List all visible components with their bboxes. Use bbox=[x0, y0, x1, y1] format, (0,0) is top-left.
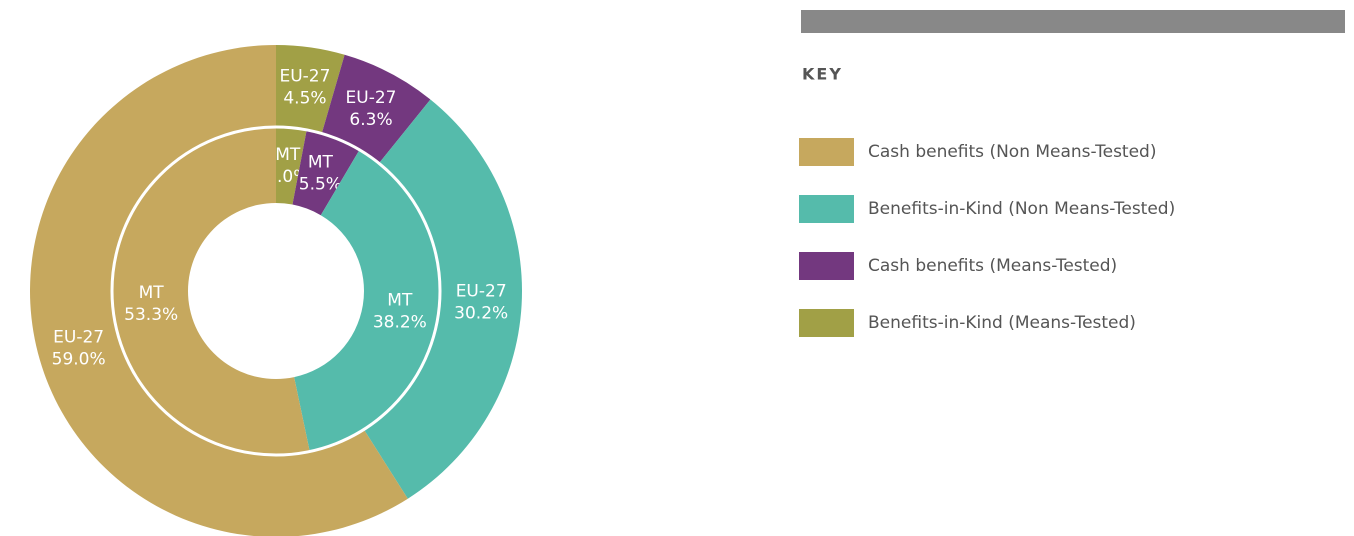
legend-label: Cash benefits (Means-Tested) bbox=[868, 256, 1117, 276]
donut-segment bbox=[112, 128, 310, 455]
segment-label-value: 38.2% bbox=[373, 312, 427, 332]
donut-segment bbox=[294, 150, 439, 451]
segment-label-value: 5.5% bbox=[299, 175, 342, 195]
segment-label-name: EU-27 bbox=[53, 327, 104, 347]
legend-swatch bbox=[799, 309, 854, 337]
donut-segment bbox=[292, 130, 359, 216]
segment-label-value: 4.5% bbox=[283, 89, 326, 109]
segment-label-value: 53.3% bbox=[124, 305, 178, 325]
segment-label-name: EU-27 bbox=[456, 282, 507, 302]
donut-segment bbox=[30, 45, 408, 536]
legend-swatch bbox=[799, 195, 854, 223]
segment-label-value: 30.2% bbox=[454, 304, 508, 324]
segment-label-name: MT bbox=[308, 153, 334, 173]
segment-label-name: EU-27 bbox=[279, 67, 330, 87]
donut-segment bbox=[276, 45, 345, 133]
ring-separator bbox=[110, 125, 442, 457]
segment-label-name: MT bbox=[387, 290, 413, 310]
legend-swatch bbox=[799, 138, 854, 166]
segment-label-value: 59.0% bbox=[52, 349, 106, 369]
donut-segment bbox=[276, 128, 307, 205]
segment-label-name: MT bbox=[139, 283, 165, 303]
legend-label: Cash benefits (Non Means-Tested) bbox=[868, 142, 1156, 162]
header-bar bbox=[801, 10, 1345, 33]
legend-label: Benefits-in-Kind (Means-Tested) bbox=[868, 313, 1136, 333]
legend-title: KEY bbox=[802, 65, 843, 84]
segment-label-value: 6.3% bbox=[349, 110, 392, 130]
donut-segment bbox=[322, 54, 431, 163]
segment-label-name: EU-27 bbox=[346, 88, 397, 108]
legend-label: Benefits-in-Kind (Non Means-Tested) bbox=[868, 199, 1175, 219]
segment-label-name: MT bbox=[275, 145, 301, 165]
legend-swatch bbox=[799, 252, 854, 280]
donut-segment bbox=[364, 99, 522, 499]
